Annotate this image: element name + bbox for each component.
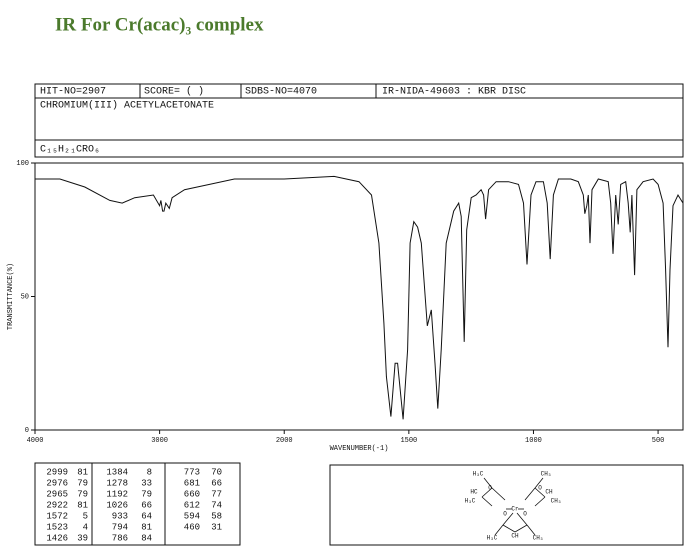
x-tick-label: 1500 (400, 437, 417, 445)
table-cell: 460 (184, 522, 200, 532)
spectrum-line (35, 175, 684, 420)
atom-label: O (523, 511, 527, 518)
atom-label: CH (545, 489, 553, 496)
table-cell: 773 (184, 467, 200, 477)
table-cell: 2922 (46, 500, 68, 510)
table-cell: 660 (184, 489, 200, 499)
atom-label: O (503, 511, 507, 518)
table-cell: 33 (141, 478, 152, 488)
atom-label: Cr (511, 506, 519, 513)
table-cell: 79 (77, 478, 88, 488)
score: SCORE= ( ) (144, 86, 204, 98)
table-cell: 4 (83, 522, 88, 532)
atom-label: H₃C (487, 535, 498, 542)
table-cell: 66 (211, 478, 222, 488)
table-cell: 70 (211, 467, 222, 477)
table-cell: 681 (184, 478, 200, 488)
table-cell: 77 (211, 489, 222, 499)
bonds (481, 477, 546, 536)
atom-label: CH (511, 533, 519, 540)
header: HIT-NO=2907 SCORE= ( ) SDBS-NO=4070 IR-N… (34, 83, 684, 158)
y-tick-label: 0 (25, 427, 29, 435)
table-cell: 1192 (106, 489, 128, 499)
table-cell: 794 (112, 522, 128, 532)
x-tick-label: 500 (652, 437, 665, 445)
atom-label: CH₃ (551, 498, 562, 505)
table-cell: 79 (77, 489, 88, 499)
table-cell: 5 (83, 511, 88, 521)
y-tick-label: 50 (21, 293, 29, 301)
table-cell: 39 (77, 533, 88, 543)
compound-name: CHROMIUM(III) ACETYLACETONATE (40, 100, 214, 112)
table-cell: 1523 (46, 522, 68, 532)
atom-label: H₃C (465, 498, 476, 505)
table-cell: 2999 (46, 467, 68, 477)
table-cell: 1026 (106, 500, 128, 510)
table-cell: 81 (77, 467, 88, 477)
structure-box (329, 464, 684, 546)
table-cell: 64 (141, 511, 152, 521)
table-cell: 58 (211, 511, 222, 521)
atom-label: H₃C (473, 471, 484, 478)
peak-table: 2999 81 1384 8 773 70 2976 79 1278 33 681 66 2965 79 1… (34, 462, 241, 546)
sdbs-no: SDBS-NO=4070 (245, 87, 317, 98)
table-cell: 1384 (106, 467, 128, 477)
table-cell: 8 (147, 467, 152, 477)
slide-title: IR For Cr(acac)₃ complex (55, 14, 264, 35)
formula: C₁₅H₂₁CRO₆ (40, 145, 100, 156)
header-box (34, 83, 684, 158)
table-cell: 74 (211, 500, 222, 510)
table-cell: 594 (184, 511, 200, 521)
atom-label: O (488, 485, 492, 492)
table-cell: 2965 (46, 489, 68, 499)
table-cell: 2976 (46, 478, 68, 488)
structure: H₃C CH₃ HC CH H₃C CH₃ Cr O O O O H₃C CH CH₃ (329, 464, 684, 546)
ir-id: IR-NIDA-49603 : KBR DISC (382, 87, 526, 98)
table-cell: 1426 (46, 533, 68, 543)
table-cell: 84 (141, 533, 152, 543)
table-cell: 81 (77, 500, 88, 510)
x-tick-label: 2000 (276, 437, 293, 445)
hit-no: HIT-NO=2907 (40, 87, 106, 98)
table-cell: 1572 (46, 511, 68, 521)
atom-label: CH₃ (541, 471, 552, 478)
table-cell: 933 (112, 511, 128, 521)
table-cell: 31 (211, 522, 222, 532)
atom-label: HC (470, 489, 478, 496)
x-tick-label: 3000 (151, 437, 168, 445)
table-cell: 79 (141, 489, 152, 499)
atom-label: O (538, 485, 542, 492)
table-cell: 66 (141, 500, 152, 510)
x-tick-label: 4000 (27, 437, 44, 445)
atom-label: CH₃ (533, 535, 544, 542)
x-tick-label: 1000 (525, 437, 542, 445)
table-box (34, 462, 241, 546)
spectrum: 4000 3000 2000 1500 1000 500 0 50 100 WAVENUMBER(… (7, 160, 684, 453)
plot-frame (34, 162, 684, 431)
table-cell: 81 (141, 522, 152, 532)
table-cell: 1278 (106, 478, 128, 488)
table-cell: 786 (112, 533, 128, 543)
x-axis-label: WAVENUMBER(-1) (330, 445, 389, 453)
y-tick-label: 100 (16, 160, 29, 168)
table-cell: 612 (184, 500, 200, 510)
y-axis-label: TRANSMITTANCE(%) (7, 263, 15, 330)
